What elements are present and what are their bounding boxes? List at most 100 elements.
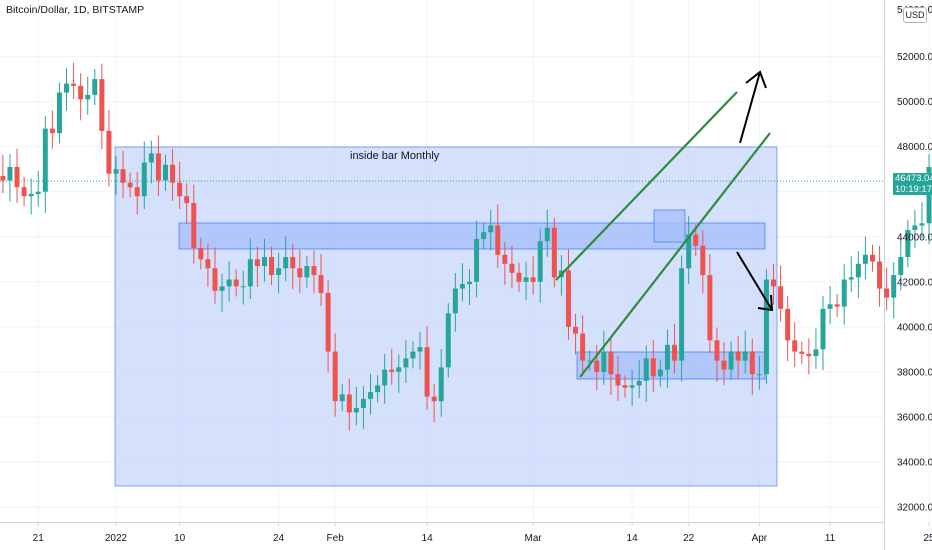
candle-body	[283, 257, 289, 269]
candle-body	[806, 353, 812, 357]
candle-body	[106, 130, 112, 174]
candle-body	[438, 367, 444, 402]
candle-body	[693, 234, 699, 246]
candle-body	[410, 351, 416, 359]
candle-body	[205, 259, 211, 269]
candle-body	[594, 360, 600, 372]
time-tick-label: 25	[923, 533, 932, 544]
candle-body	[99, 79, 105, 131]
candle-body	[905, 230, 911, 258]
candle-body	[148, 153, 154, 163]
candle-body	[565, 270, 571, 327]
candle-body	[622, 385, 628, 388]
candle-body	[799, 351, 805, 354]
last-price-tag: 46473.04 10:19:17	[893, 173, 932, 195]
arrow-up	[739, 71, 761, 144]
candle-body	[509, 263, 515, 273]
candle-body	[629, 385, 635, 388]
candle-body	[120, 169, 126, 183]
time-tick-label: 14	[627, 533, 639, 544]
candle-body	[495, 225, 501, 255]
candle-body	[127, 182, 133, 188]
candle-body	[573, 326, 579, 334]
price-tick-label: 40000.00	[897, 322, 932, 333]
price-tick-label: 34000.00	[897, 457, 932, 468]
time-tick-label: 24	[273, 533, 285, 544]
price-tick-label: 32000.00	[897, 503, 932, 514]
candle-body	[884, 288, 890, 298]
candle-body	[714, 340, 720, 361]
candle-body	[64, 83, 70, 93]
candle-body	[601, 351, 607, 372]
candle-body	[21, 187, 27, 197]
candle-body	[325, 293, 331, 352]
candle-body	[452, 288, 458, 314]
candle-body	[657, 369, 663, 377]
candle-body	[551, 227, 557, 278]
inside-bar-label: inside bar Monthly	[350, 150, 440, 162]
candle-body	[233, 279, 239, 287]
candle-body	[721, 360, 727, 370]
candle-body	[353, 407, 359, 413]
bar-countdown: 10:19:17	[895, 184, 932, 195]
candle-body	[7, 166, 13, 181]
time-tick-label: 2022	[105, 533, 128, 544]
candle-body	[474, 239, 480, 282]
price-tick-label: 48000.00	[897, 142, 932, 153]
candle-body	[382, 369, 388, 386]
candle-body	[269, 257, 275, 276]
arrow-up-head	[745, 70, 767, 89]
candle-body	[431, 396, 437, 402]
candle-body	[318, 275, 324, 294]
candle-body	[0, 175, 6, 181]
candle-body	[820, 308, 826, 350]
candle-body	[742, 351, 748, 361]
time-tick-label: Feb	[327, 533, 345, 544]
lower-trendline	[579, 132, 771, 378]
candle-body	[304, 266, 310, 278]
candle-body	[290, 257, 296, 269]
candle-body	[855, 263, 861, 278]
candle-body	[240, 286, 246, 288]
candle-body	[530, 277, 536, 282]
candle-body	[643, 358, 649, 381]
candle-body	[92, 79, 98, 95]
candle-body	[424, 347, 430, 397]
candle-body	[35, 191, 41, 194]
time-tick-label: Apr	[752, 533, 768, 544]
candle-body	[891, 275, 897, 298]
candle-body	[877, 261, 883, 289]
candle-body	[636, 380, 642, 386]
candle-body	[587, 360, 593, 362]
candle-body	[785, 308, 791, 341]
candle-body	[360, 398, 366, 408]
candle-body	[389, 369, 395, 372]
arrow-down	[736, 251, 773, 311]
candle-body	[368, 392, 374, 399]
last-price-value: 46473.04	[895, 173, 932, 184]
time-tick-label: 14	[422, 533, 434, 544]
currency-button[interactable]: USD	[903, 7, 927, 23]
candle-body	[332, 351, 338, 402]
candle-body	[14, 166, 20, 188]
small-zone	[653, 209, 686, 243]
candle-body	[544, 227, 550, 242]
candle-body	[862, 254, 868, 264]
candle-body	[276, 268, 282, 276]
candle-body	[898, 257, 904, 276]
candle-body	[198, 248, 204, 260]
candle-body	[679, 268, 685, 361]
candle-body	[56, 92, 62, 134]
candle-body	[71, 83, 77, 86]
price-tick-label: 38000.00	[897, 367, 932, 378]
candle-body	[162, 164, 168, 181]
candle-body	[926, 166, 932, 224]
candle-body	[78, 85, 84, 100]
time-tick-label: 21	[33, 533, 45, 544]
candle-body	[749, 351, 755, 375]
time-tick-label: 10	[174, 533, 186, 544]
candle-body	[247, 259, 253, 287]
candle-body	[261, 257, 267, 267]
candle-body	[297, 268, 303, 278]
